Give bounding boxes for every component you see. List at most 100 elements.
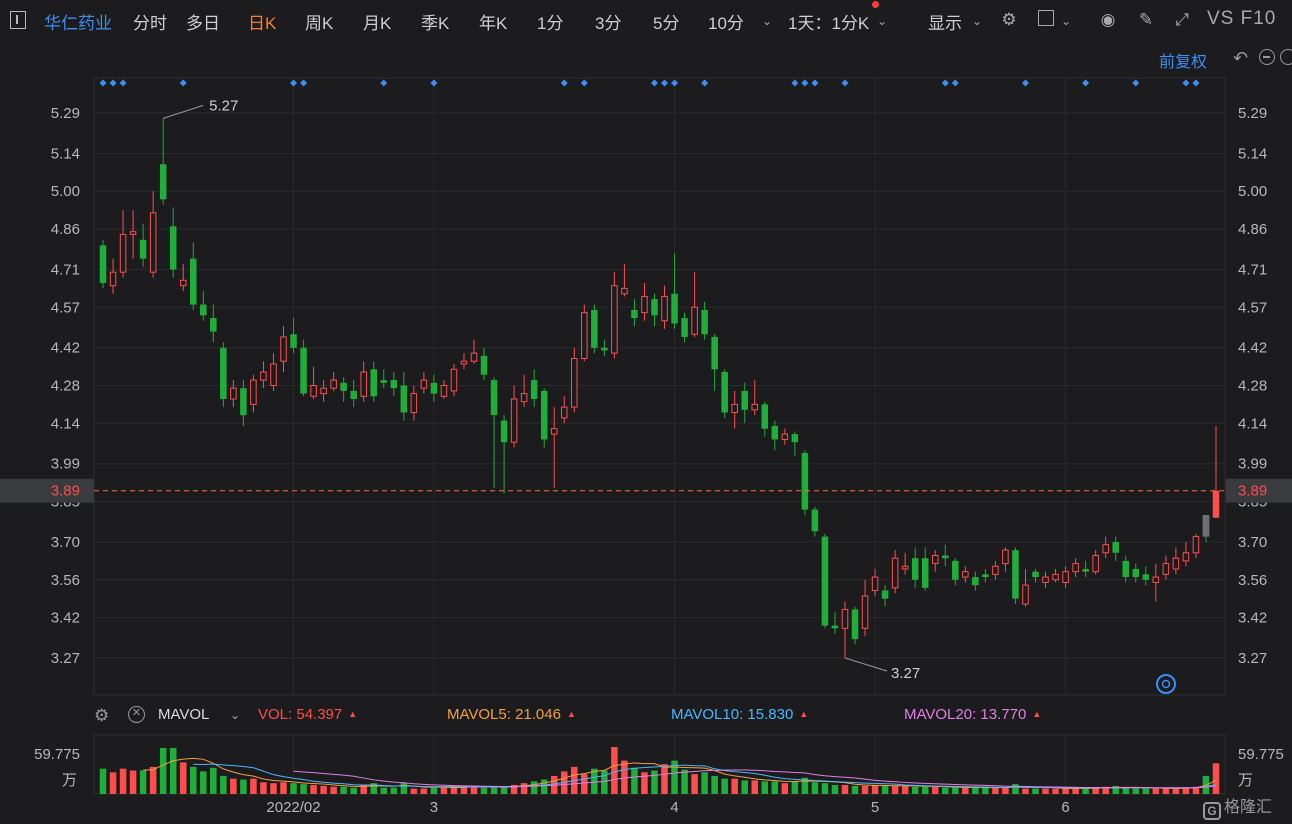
candle [520, 393, 528, 403]
pencil-icon[interactable]: ✎ [1138, 10, 1154, 29]
tab-yearly-k[interactable]: 年K [479, 14, 508, 33]
high-leader-line [163, 104, 204, 119]
event-marker-icon [109, 79, 117, 87]
indicator-close-icon[interactable]: ✕ [128, 706, 145, 723]
candle [310, 385, 317, 397]
candle [611, 285, 618, 354]
volume-bar [851, 785, 859, 794]
candle [230, 387, 237, 400]
candle [260, 371, 267, 381]
candle [210, 318, 217, 332]
x-axis-label: 6 [1061, 799, 1069, 816]
indicator-name[interactable]: MAVOL [158, 706, 210, 723]
indicator-chevron-icon[interactable]: ⌄ [230, 708, 241, 722]
volume-bar [1042, 788, 1049, 794]
brand-watermark: G 格隆汇 [1203, 793, 1272, 820]
camera-icon[interactable]: ◉ [1100, 10, 1116, 29]
tab-daily-k[interactable]: 日K [248, 14, 277, 33]
current-price-right: 3.89 [1238, 483, 1267, 500]
candle [330, 379, 337, 389]
up-arrow-icon: ▲ [1032, 709, 1042, 719]
volume-bar [189, 766, 197, 794]
event-marker-icon [580, 79, 588, 87]
period-chevron-icon[interactable]: ⌄ [877, 14, 888, 28]
current-price-tag-right [1226, 478, 1292, 503]
candle [540, 390, 548, 440]
candle [791, 434, 799, 443]
layout-square-icon[interactable] [1036, 10, 1056, 30]
price-adjust-mode[interactable]: 前复权 [1159, 54, 1208, 71]
display-chevron-icon[interactable]: ⌄ [972, 14, 983, 28]
period-selector[interactable]: 1天：1分K [788, 14, 870, 33]
candle [1052, 573, 1059, 581]
tab-multi-day[interactable]: 多日 [186, 14, 220, 33]
volume-indicator-bar: ⚙ ✕ MAVOL ⌄ VOL: 54.397 ▲ MAVOL5: 21.046 ▲… [0, 700, 1292, 730]
candle [681, 318, 688, 337]
price-tick-right: 4.28 [1238, 378, 1267, 395]
volume-bar [1192, 786, 1200, 794]
volume-bar [721, 778, 728, 794]
candle [290, 334, 297, 348]
volume-bar [169, 747, 177, 794]
volume-panel-frame [93, 734, 1226, 795]
volume-bar [952, 787, 959, 794]
candle [530, 380, 538, 399]
gear-icon[interactable]: ⚙ [1001, 10, 1017, 29]
tab-3min[interactable]: 3分 [595, 14, 622, 33]
candle [480, 355, 488, 375]
tab-5min[interactable]: 5分 [653, 14, 680, 33]
volume-bar [1132, 788, 1140, 794]
tab-10min[interactable]: 10分 [708, 14, 744, 33]
volume-bar [280, 782, 287, 794]
event-marker-icon [300, 79, 308, 87]
candle [460, 360, 468, 365]
mavol10-line [193, 763, 1217, 789]
undo-icon[interactable]: ↶ [1233, 48, 1249, 68]
event-marker-icon [290, 79, 298, 87]
volume-bar [741, 780, 748, 794]
tab-monthly-k[interactable]: 月K [363, 14, 392, 33]
volume-bar [330, 786, 337, 794]
candle [982, 574, 989, 578]
fullscreen-icon[interactable]: ⤢ [1175, 10, 1189, 29]
volume-bar [731, 778, 738, 794]
candle [1032, 571, 1039, 578]
candle [1042, 576, 1049, 583]
up-arrow-icon: ▲ [566, 709, 576, 719]
indicator-gear-icon[interactable]: ⚙ [94, 706, 110, 725]
tab-intraday[interactable]: 分时 [133, 14, 167, 33]
volume-bar [1182, 787, 1190, 794]
panel-toggle-icon[interactable] [10, 11, 26, 29]
candle [149, 212, 157, 273]
layout-chevron-icon[interactable]: ⌄ [1061, 14, 1072, 28]
candle [591, 309, 598, 348]
tab-1min[interactable]: 1分 [537, 14, 564, 33]
price-tick-left: 3.56 [51, 572, 80, 589]
stock-name[interactable]: 华仁药业 [44, 14, 112, 33]
price-tick-left: 3.99 [51, 456, 80, 473]
display-menu[interactable]: 显示 [928, 14, 962, 33]
up-arrow-icon: ▲ [348, 709, 358, 719]
candle [1092, 554, 1099, 573]
candle [671, 293, 678, 324]
more-periods-chevron-icon[interactable]: ⌄ [762, 14, 773, 28]
event-marker-icon [661, 79, 669, 87]
tab-quarterly-k[interactable]: 季K [421, 14, 450, 33]
zoom-in-icon[interactable] [1280, 49, 1292, 65]
vs-f10-button[interactable]: VS F10 [1207, 8, 1277, 29]
candle [931, 554, 939, 565]
candle [1012, 550, 1019, 599]
candle [169, 226, 177, 270]
tab-weekly-k[interactable]: 周K [305, 14, 334, 33]
candle [490, 380, 498, 416]
event-marker-icon [1192, 79, 1200, 87]
price-tick-right: 5.00 [1238, 183, 1267, 200]
volume-bar [490, 786, 498, 794]
candle [1112, 541, 1119, 553]
volume-bar [942, 787, 949, 794]
candle [691, 306, 698, 335]
zoom-out-icon[interactable] [1259, 49, 1275, 65]
candle [1162, 563, 1170, 575]
low-label: 3.27 [891, 665, 920, 682]
